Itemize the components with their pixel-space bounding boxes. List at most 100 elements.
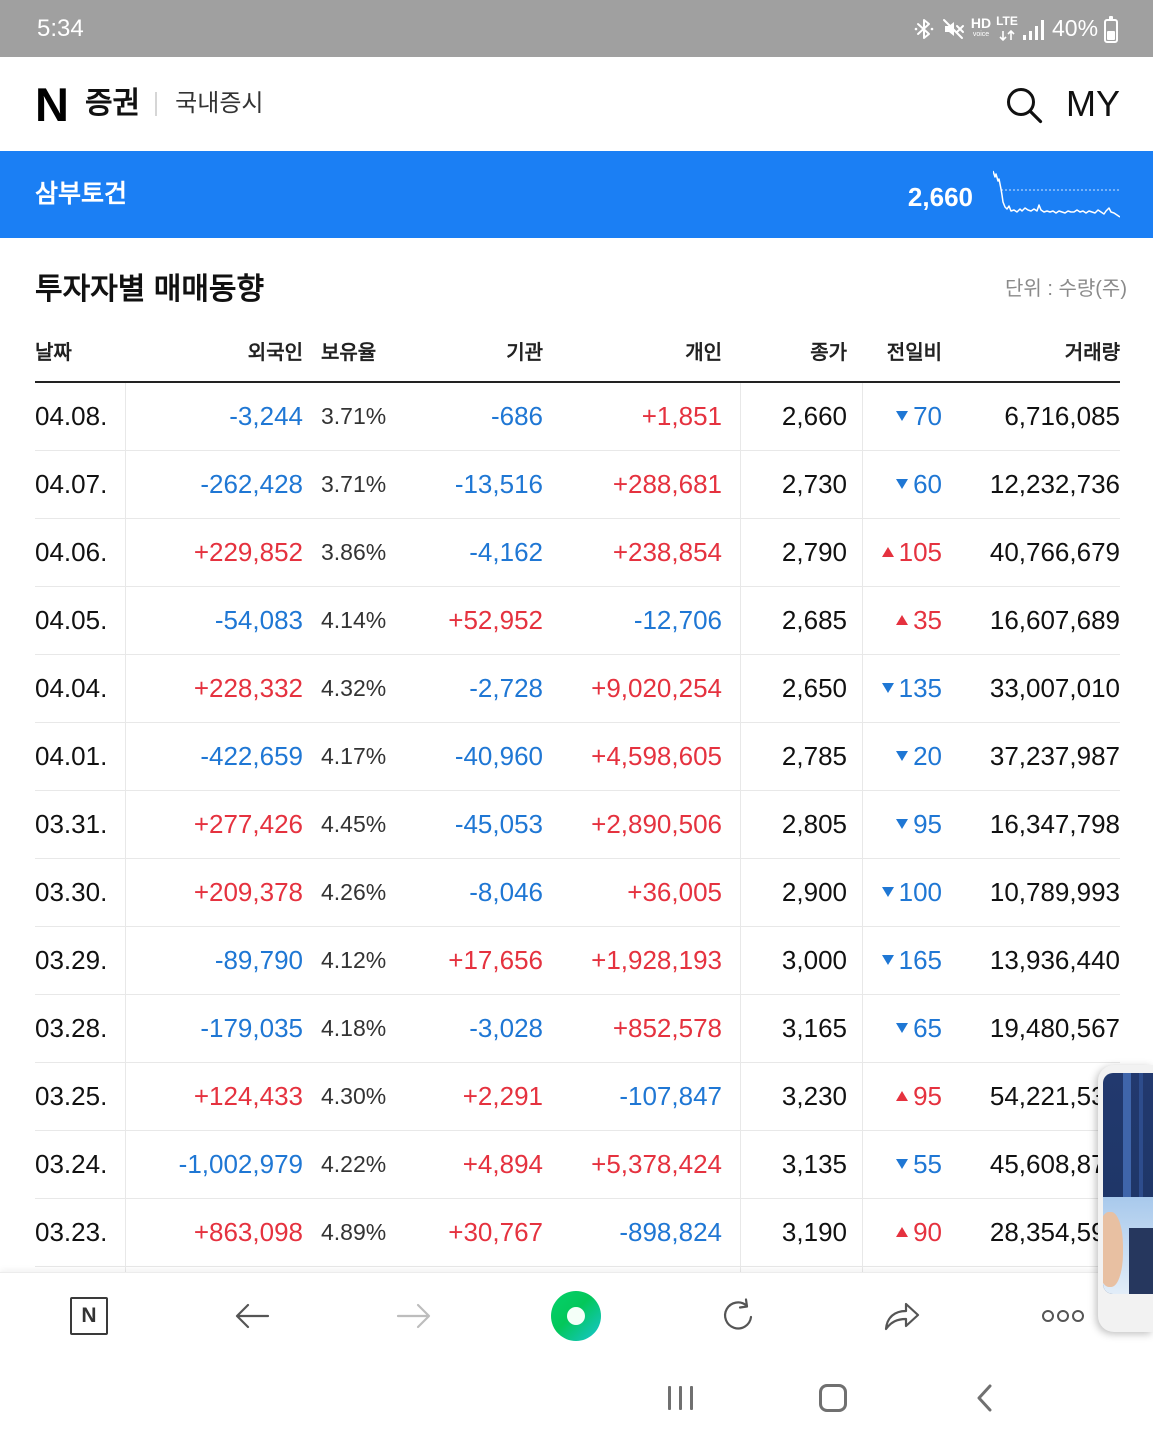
sparkline-path xyxy=(993,170,1120,218)
cell-institution: -686 xyxy=(490,401,543,431)
column-header-institution: 기관 xyxy=(506,342,543,364)
naver-home-icon[interactable]: N xyxy=(64,1291,114,1341)
table-row: 04.07. -262,428 3.71% -13,516 +288,681 2,730 6… xyxy=(35,451,1120,519)
video-background xyxy=(1123,1073,1131,1202)
down-triangle-icon xyxy=(896,751,909,762)
cell-volume: 12,232,736 xyxy=(989,469,1120,499)
header-logo-group[interactable]: N 증권 국내증시 xyxy=(35,57,263,151)
hd-voice-icon: HD voice xyxy=(969,16,993,42)
floating-video-window[interactable] xyxy=(1098,1065,1153,1332)
column-header-individual: 개인 xyxy=(685,342,722,364)
status-bar: 5:34 HD voice LTE 40% xyxy=(0,0,1153,57)
cell-volume: 10,789,993 xyxy=(989,877,1120,907)
table-row: 04.04. +228,332 4.32% -2,728 +9,020,254 2,650… xyxy=(35,655,1120,723)
cell-holding: 3.86% xyxy=(321,539,387,565)
naver-logo[interactable]: N xyxy=(35,77,69,131)
change-value: 90 xyxy=(913,1217,942,1247)
cell-foreign: -179,035 xyxy=(200,1013,303,1043)
change-value: 135 xyxy=(898,673,942,703)
cell-individual: -12,706 xyxy=(633,605,722,635)
table-row: 03.23. +863,098 4.89% +30,767 -898,824 3,190 9… xyxy=(35,1199,1120,1267)
cell-individual: +2,890,506 xyxy=(591,809,722,839)
column-header-volume: 거래량 xyxy=(1064,342,1120,364)
cell-institution: -3,028 xyxy=(469,1013,543,1043)
down-triangle-icon xyxy=(896,411,909,422)
more-icon[interactable] xyxy=(1038,1291,1088,1341)
unit-label: 단위 : 수량(주) xyxy=(1005,278,1127,300)
column-divider xyxy=(125,383,126,1272)
app-header: N 증권 국내증시 MY xyxy=(0,57,1153,151)
cell-foreign: +228,332 xyxy=(193,673,303,703)
cell-institution: -8,046 xyxy=(469,877,543,907)
video-frame[interactable] xyxy=(1103,1073,1153,1294)
cell-foreign: -89,790 xyxy=(214,945,303,975)
cell-volume: 54,221,53 xyxy=(989,1081,1106,1111)
cell-close: 2,805 xyxy=(781,809,847,839)
down-triangle-icon xyxy=(881,887,894,898)
table-row: 03.29. -89,790 4.12% +17,656 +1,928,193 3,000… xyxy=(35,927,1120,995)
section-link[interactable]: 국내증시 xyxy=(175,90,264,117)
browser-toolbar: N xyxy=(0,1272,1153,1360)
stock-summary-bar[interactable]: 삼부토건 2,660 xyxy=(0,151,1153,238)
home-icon[interactable] xyxy=(819,1384,847,1412)
down-triangle-icon xyxy=(896,1023,909,1034)
video-person xyxy=(1103,1212,1123,1288)
cell-close: 2,660 xyxy=(781,401,847,431)
cell-volume: 28,354,59 xyxy=(989,1217,1106,1247)
cell-volume: 37,237,987 xyxy=(989,741,1120,771)
cell-individual: +852,578 xyxy=(612,1013,722,1043)
cell-holding: 4.12% xyxy=(321,947,387,973)
cell-change: 65 xyxy=(896,995,942,1062)
cell-institution: -4,162 xyxy=(469,537,543,567)
cell-close: 2,790 xyxy=(781,537,847,567)
service-title[interactable]: 증권 xyxy=(84,87,141,120)
back-arrow-icon[interactable] xyxy=(227,1291,277,1341)
cell-individual: +9,020,254 xyxy=(591,673,722,703)
share-icon[interactable] xyxy=(877,1291,927,1341)
status-time: 5:34 xyxy=(37,15,84,42)
cell-foreign: +863,098 xyxy=(193,1217,303,1247)
naver-home-logo[interactable]: N xyxy=(70,1297,108,1335)
cell-close: 3,165 xyxy=(781,1013,847,1043)
stock-name[interactable]: 삼부토건 xyxy=(35,180,128,208)
search-icon[interactable] xyxy=(1006,87,1044,125)
investor-trend-table: 04.08. -3,244 3.71% -686 +1,851 2,660 70 6,716,… xyxy=(35,383,1120,1267)
header-divider xyxy=(155,92,158,116)
column-divider xyxy=(740,383,741,1272)
bluetooth-icon xyxy=(914,19,934,39)
cell-holding: 4.30% xyxy=(321,1083,387,1109)
cell-institution: -45,053 xyxy=(454,809,543,839)
cell-holding: 4.32% xyxy=(321,675,387,701)
column-divider xyxy=(862,383,863,1272)
lte-icon: LTE xyxy=(996,15,1018,43)
table-row: 04.06. +229,852 3.86% -4,162 +238,854 2,790 10… xyxy=(35,519,1120,587)
video-background xyxy=(1139,1073,1143,1202)
table-row: 03.24. -1,002,979 4.22% +4,894 +5,378,424 3,1… xyxy=(35,1131,1120,1199)
cell-change: 105 xyxy=(881,519,942,586)
recent-apps-icon[interactable] xyxy=(668,1386,693,1410)
forward-arrow-icon[interactable] xyxy=(389,1291,439,1341)
price-sparkline xyxy=(993,170,1120,218)
cell-change: 95 xyxy=(896,1063,942,1130)
cell-institution: +4,894 xyxy=(462,1149,543,1179)
cell-change: 20 xyxy=(896,723,942,790)
column-header-foreign: 외국인 xyxy=(247,342,303,364)
change-value: 20 xyxy=(913,741,942,771)
cell-close: 3,190 xyxy=(781,1217,847,1247)
cell-date: 04.01. xyxy=(35,741,108,771)
cell-foreign: -1,002,979 xyxy=(178,1149,303,1179)
green-dot-icon[interactable] xyxy=(551,1291,601,1341)
up-triangle-icon xyxy=(896,615,909,626)
my-button[interactable]: MY xyxy=(1066,83,1120,124)
cell-change: 165 xyxy=(881,927,942,994)
cell-individual: -898,824 xyxy=(619,1217,722,1247)
change-value: 100 xyxy=(898,877,942,907)
table-row: 03.31. +277,426 4.45% -45,053 +2,890,506 2,80… xyxy=(35,791,1120,859)
cell-volume: 40,766,679 xyxy=(989,537,1120,567)
system-navigation-bar xyxy=(0,1360,1153,1440)
cell-close: 2,685 xyxy=(781,605,847,635)
cell-institution: +30,767 xyxy=(448,1217,543,1247)
back-icon[interactable] xyxy=(975,1383,995,1413)
refresh-icon[interactable] xyxy=(713,1291,763,1341)
cell-volume: 45,608,87 xyxy=(989,1149,1106,1179)
